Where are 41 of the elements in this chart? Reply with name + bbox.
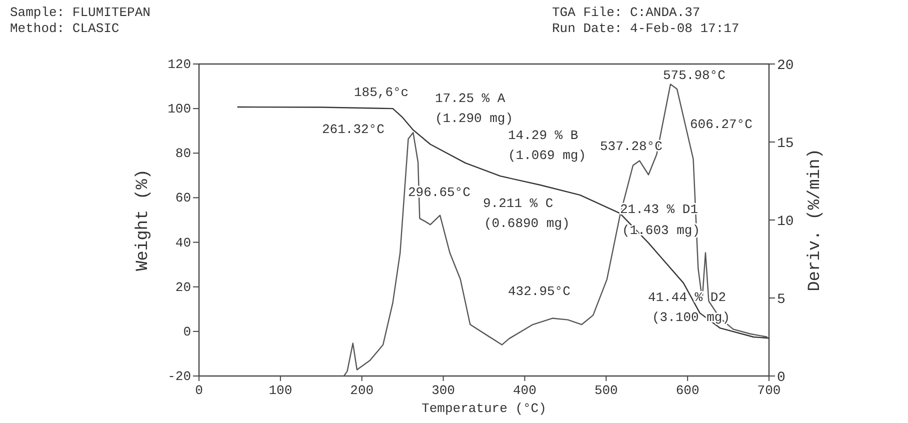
y-tick-label: -20 <box>168 369 191 384</box>
x-tick-label: 600 <box>676 383 700 398</box>
x-tick-label: 300 <box>432 383 455 398</box>
annotation: 9.211 % C <box>483 196 554 211</box>
y-tick-label: 60 <box>175 190 191 206</box>
text: Run Date: 4-Feb-08 17:17 <box>552 21 740 36</box>
annotation: 606.27°C <box>690 117 753 132</box>
y-tick-label: 80 <box>175 146 191 162</box>
y2-tick-label: 0 <box>777 370 786 386</box>
text: Sample: FLUMITEPAN <box>10 5 150 20</box>
y2-tick-label: 15 <box>777 136 794 152</box>
annotation: 261.32°C <box>322 122 385 137</box>
y-axis-title: Weight (%) <box>134 168 153 272</box>
x-tick-label: 400 <box>513 383 536 398</box>
y2-tick-label: 5 <box>777 292 786 308</box>
x-tick-label: 0 <box>195 383 203 398</box>
annotation: (1.069 mg) <box>508 148 586 163</box>
y-tick-label: 0 <box>183 324 191 340</box>
line-series <box>236 106 770 339</box>
annotation: 432.95°C <box>508 284 571 299</box>
y-tick-label: 20 <box>175 280 191 295</box>
x-tick-label: 100 <box>268 383 292 398</box>
annotation: 185,6°c <box>354 85 409 100</box>
annotation: 41.44 % D2 <box>648 290 726 305</box>
x-tick-label: 500 <box>594 383 618 398</box>
annotation: (1.290 mg) <box>435 111 514 126</box>
annotation: (0.6890 mg) <box>484 216 570 231</box>
annotation: 17.25 % A <box>435 91 506 106</box>
text: Method: CLASIC <box>10 21 120 36</box>
y2-axis-title: Deriv. (%/min) <box>806 148 825 292</box>
y-tick-label: 120 <box>168 57 191 72</box>
y2-tick-label: 10 <box>777 214 794 230</box>
y-tick-label: 100 <box>168 102 191 117</box>
annotation: 14.29 % B <box>508 128 578 143</box>
text: TGA File: C:ANDA.37 <box>552 5 700 20</box>
x-tick-label: 200 <box>350 383 374 398</box>
y2-tick-label: 20 <box>777 58 794 74</box>
y-tick-label: 40 <box>175 235 191 250</box>
x-axis-title: Temperature (°C) <box>422 401 546 416</box>
annotation: 575.98°C <box>663 68 726 83</box>
x-tick-label: 700 <box>757 383 781 398</box>
